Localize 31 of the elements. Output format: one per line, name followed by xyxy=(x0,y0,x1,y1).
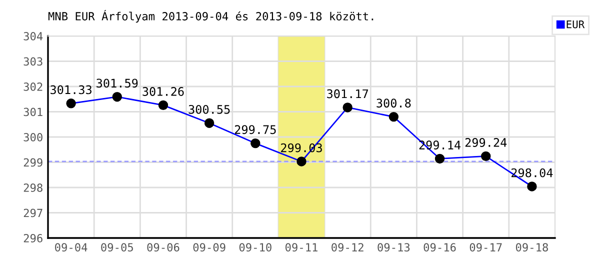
x-tick-label: 09-16 xyxy=(424,243,456,252)
y-tick-label: 302 xyxy=(24,82,42,91)
y-tick-label: 303 xyxy=(24,57,42,66)
x-tick-label: 09-17 xyxy=(470,243,502,252)
data-label: 299.24 xyxy=(465,138,507,147)
x-tick-label: 09-10 xyxy=(239,243,272,252)
y-tick-label: 301 xyxy=(24,108,42,116)
x-tick-label: 09-06 xyxy=(147,243,180,252)
data-label: 301.33 xyxy=(50,85,92,94)
x-tick-label: 09-12 xyxy=(332,243,364,252)
data-label: 300.8 xyxy=(376,98,411,108)
y-tick-label: 300 xyxy=(24,133,42,142)
x-tick-label: 09-05 xyxy=(101,243,133,252)
data-label: 301.26 xyxy=(142,87,184,96)
y-tick-label: 299 xyxy=(24,158,42,167)
x-tick-label: 09-13 xyxy=(378,243,410,252)
x-tick-label: 09-04 xyxy=(55,243,88,252)
y-tick-label: 297 xyxy=(24,208,42,218)
data-label: 299.75 xyxy=(234,125,276,134)
legend-label: EUR xyxy=(566,20,585,28)
y-tick-label: 304 xyxy=(24,32,43,40)
y-tick-label: 296 xyxy=(24,234,42,242)
chart-title: MNB EUR Árfolyam 2013-09-04 és 2013-09-18 között. xyxy=(48,10,374,23)
data-label: 300.55 xyxy=(188,104,230,114)
x-tick-label: 09-11 xyxy=(286,243,318,252)
data-label: 301.59 xyxy=(96,78,138,88)
y-tick-label: 298 xyxy=(24,184,42,192)
x-tick-label: 09-18 xyxy=(516,243,548,252)
data-label: 301.17 xyxy=(327,89,368,98)
data-label: 298.04 xyxy=(512,168,553,178)
x-tick-label: 09-09 xyxy=(193,243,226,252)
